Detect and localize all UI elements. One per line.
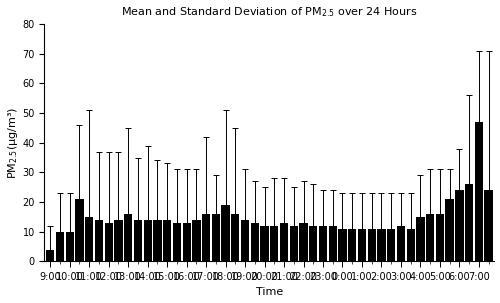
Bar: [368, 229, 376, 261]
Bar: [426, 214, 434, 261]
Bar: [114, 220, 122, 261]
Bar: [231, 214, 239, 261]
Bar: [182, 223, 191, 261]
Bar: [192, 220, 200, 261]
Bar: [270, 226, 278, 261]
Bar: [85, 217, 94, 261]
Bar: [446, 199, 454, 261]
Bar: [455, 190, 464, 261]
Bar: [465, 184, 473, 261]
Bar: [280, 223, 288, 261]
Bar: [358, 229, 366, 261]
Bar: [56, 232, 64, 261]
Bar: [300, 223, 308, 261]
Bar: [202, 214, 210, 261]
Bar: [134, 220, 142, 261]
Bar: [124, 214, 132, 261]
Bar: [222, 205, 230, 261]
Bar: [104, 223, 113, 261]
Bar: [484, 190, 492, 261]
Bar: [348, 229, 356, 261]
Bar: [397, 226, 405, 261]
Bar: [260, 226, 268, 261]
Bar: [406, 229, 415, 261]
Bar: [250, 223, 259, 261]
Bar: [144, 220, 152, 261]
X-axis label: Time: Time: [256, 288, 283, 298]
Title: Mean and Standard Deviation of PM$_{2.5}$ over 24 Hours: Mean and Standard Deviation of PM$_{2.5}…: [121, 5, 418, 19]
Bar: [212, 214, 220, 261]
Bar: [338, 229, 346, 261]
Bar: [95, 220, 103, 261]
Y-axis label: PM$_{2.5}$(μg/m³): PM$_{2.5}$(μg/m³): [6, 107, 20, 179]
Bar: [163, 220, 172, 261]
Bar: [416, 217, 424, 261]
Bar: [474, 122, 483, 261]
Bar: [378, 229, 386, 261]
Bar: [173, 223, 181, 261]
Bar: [328, 226, 337, 261]
Bar: [76, 199, 84, 261]
Bar: [387, 229, 396, 261]
Bar: [319, 226, 327, 261]
Bar: [154, 220, 162, 261]
Bar: [290, 226, 298, 261]
Bar: [436, 214, 444, 261]
Bar: [241, 220, 249, 261]
Bar: [66, 232, 74, 261]
Bar: [46, 250, 54, 261]
Bar: [309, 226, 318, 261]
